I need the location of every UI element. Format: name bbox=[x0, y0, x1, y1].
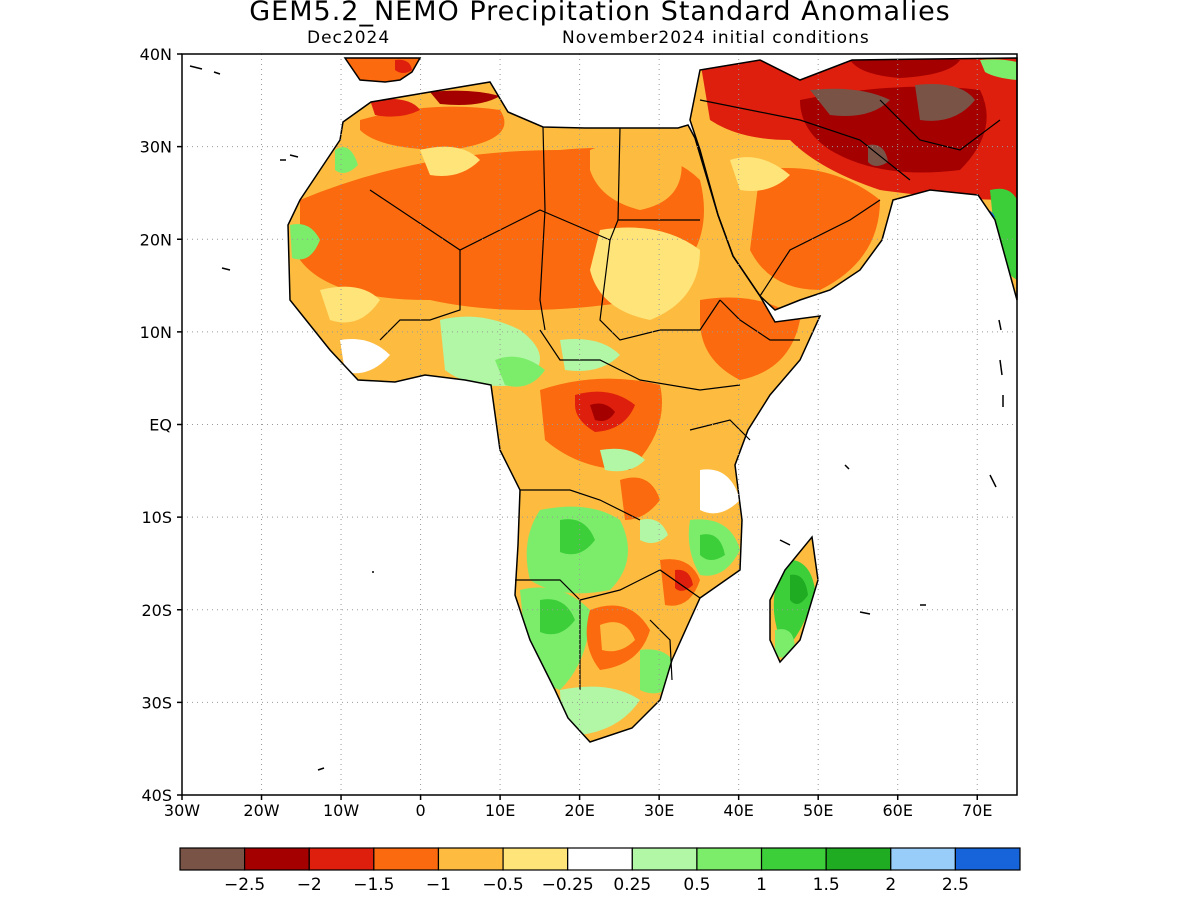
colorbar-label: 2.5 bbox=[942, 875, 969, 895]
colorbar-label: 1 bbox=[756, 875, 767, 895]
y-axis: 40N 30N 20N 10N EQ 10S 20S 30S 40S bbox=[140, 45, 182, 805]
colorbar-swatch bbox=[631, 847, 698, 871]
colorbar-label: −0.5 bbox=[482, 875, 523, 895]
colorbar-label: 1.5 bbox=[813, 875, 840, 895]
colorbar-label: −2.5 bbox=[224, 875, 265, 895]
colorbar-label: −1 bbox=[426, 875, 451, 895]
colorbar-swatch bbox=[179, 847, 246, 871]
x-tick-label: 0 bbox=[415, 801, 425, 820]
colorbar-label: −1.5 bbox=[353, 875, 394, 895]
colorbar-swatch bbox=[760, 847, 827, 871]
colorbar-swatch bbox=[437, 847, 504, 871]
colorbar-swatch bbox=[373, 847, 440, 871]
colorbar-swatch bbox=[890, 847, 956, 871]
chart-title: GEM5.2_NEMO Precipitation Standard Anoma… bbox=[249, 0, 951, 27]
country-borders bbox=[369, 99, 1001, 690]
x-tick-label: 70E bbox=[962, 801, 992, 820]
y-tick-label: EQ bbox=[149, 416, 172, 435]
x-tick-label: 40E bbox=[723, 801, 753, 820]
y-tick-label: 10N bbox=[140, 323, 172, 342]
colorbar-label: −2 bbox=[297, 875, 322, 895]
y-tick-label: 10S bbox=[141, 508, 172, 527]
colorbar-swatch bbox=[502, 847, 569, 871]
y-tick-label: 30S bbox=[141, 693, 172, 712]
colorbar-swatch bbox=[308, 847, 375, 871]
colorbar-label: 0.25 bbox=[613, 875, 651, 895]
y-tick-label: 30N bbox=[140, 138, 172, 157]
colorbar-swatch bbox=[825, 847, 892, 871]
colorbar-swatch bbox=[567, 847, 633, 871]
x-tick-label: 60E bbox=[882, 801, 912, 820]
y-tick-label: 40S bbox=[141, 786, 172, 805]
x-axis: 30W 20W 10W 0 10E 20E 30E 40E 50E 60E 70E bbox=[164, 795, 992, 820]
colorbar-swatch bbox=[696, 847, 763, 871]
colorbar-label: 0.5 bbox=[683, 875, 710, 895]
x-tick-label: 20W bbox=[243, 801, 279, 820]
x-tick-label: 10W bbox=[323, 801, 359, 820]
x-tick-label: 30E bbox=[644, 801, 674, 820]
y-tick-label: 20S bbox=[141, 601, 172, 620]
gridlines bbox=[182, 54, 1017, 795]
y-tick-label: 20N bbox=[140, 230, 172, 249]
colorbar-label: −0.25 bbox=[542, 875, 594, 895]
x-tick-label: 50E bbox=[803, 801, 833, 820]
valid-month-label: Dec2024 bbox=[307, 28, 391, 48]
colorbar-label: 2 bbox=[885, 875, 896, 895]
colorbar-swatch bbox=[954, 847, 1021, 871]
island-marks bbox=[189, 65, 1004, 771]
x-tick-label: 30W bbox=[164, 801, 200, 820]
colorbar-swatch bbox=[244, 847, 310, 871]
x-tick-label: 10E bbox=[485, 801, 515, 820]
y-tick-label: 40N bbox=[140, 45, 172, 64]
x-tick-label: 20E bbox=[564, 801, 594, 820]
init-conditions-label: November2024 initial conditions bbox=[562, 28, 870, 48]
